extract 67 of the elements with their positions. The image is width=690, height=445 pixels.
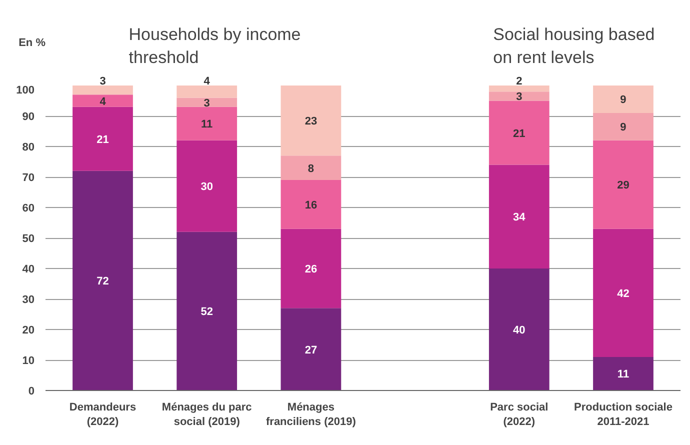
bar: [72, 170, 133, 390]
x-tick-label: Demandeurs (2022): [69, 402, 136, 428]
bar: [593, 86, 654, 113]
data-label: 2: [516, 76, 522, 88]
data-label: 72: [96, 276, 109, 288]
data-label: 4: [100, 96, 107, 108]
y-tick-label: 70: [22, 172, 35, 184]
data-label: 30: [200, 181, 213, 194]
bar: [593, 112, 654, 140]
data-label: 9: [620, 94, 626, 106]
bar: [593, 228, 654, 357]
bar: [280, 308, 342, 390]
bar: [72, 106, 133, 171]
text: Social housing based on rent levels: [493, 25, 655, 67]
y-tick-label: 50: [22, 233, 35, 245]
x-tick-label: Ménages franciliens (2019): [266, 402, 356, 428]
data-label: 27: [304, 344, 318, 356]
bar: [176, 86, 238, 98]
data-label: 29: [617, 180, 630, 192]
x-tick-label: Ménages du parc social (2019): [162, 402, 252, 428]
bar: [280, 180, 342, 229]
bar: [488, 86, 550, 92]
data-label: 3: [100, 76, 106, 88]
text: Households by income threshold: [128, 25, 301, 67]
data-label: 9: [620, 122, 626, 134]
bar: [176, 106, 238, 140]
y-tick-label: 20: [22, 324, 35, 336]
data-label: 34: [513, 212, 526, 224]
data-label: 8: [308, 162, 314, 175]
bar: [488, 100, 550, 165]
data-label: 26: [304, 264, 318, 276]
bar: [280, 156, 342, 180]
y-tick-label: 80: [22, 142, 35, 154]
data-label: 11: [617, 368, 630, 381]
x-tick-label: Parc social (2022): [490, 402, 548, 428]
bar: [593, 356, 654, 390]
y-axis-title: En %: [18, 37, 46, 49]
data-label: 21: [96, 134, 109, 146]
bar: [72, 86, 133, 95]
y-tick-label: 10: [22, 355, 35, 367]
bar: [280, 228, 342, 308]
data-label: 11: [201, 118, 213, 131]
data-label: 40: [513, 324, 526, 336]
y-tick-label: 90: [22, 111, 35, 123]
bar: [280, 86, 342, 156]
bar: [176, 98, 238, 107]
bar: [488, 164, 550, 268]
y-tick-label: 0: [28, 386, 35, 398]
bar: [176, 232, 238, 390]
bar: [72, 94, 133, 107]
data-label: 21: [513, 128, 526, 140]
data-label: 52: [200, 306, 213, 318]
y-tick-label: 100: [16, 84, 35, 96]
data-label: 3: [204, 97, 210, 110]
data-label: 3: [516, 91, 522, 104]
bar: [488, 92, 550, 101]
data-label: 42: [617, 288, 630, 300]
y-tick-label: 30: [22, 294, 35, 306]
bar: [488, 268, 550, 390]
bar: [593, 140, 654, 229]
data-label: 4: [204, 76, 211, 88]
x-tick-label: Production sociale 2011-2021: [574, 402, 672, 428]
y-tick-label: 60: [22, 202, 35, 214]
y-tick-label: 40: [22, 264, 35, 276]
data-label: 16: [304, 199, 318, 212]
bar: [176, 140, 238, 232]
data-label: 23: [304, 116, 318, 128]
